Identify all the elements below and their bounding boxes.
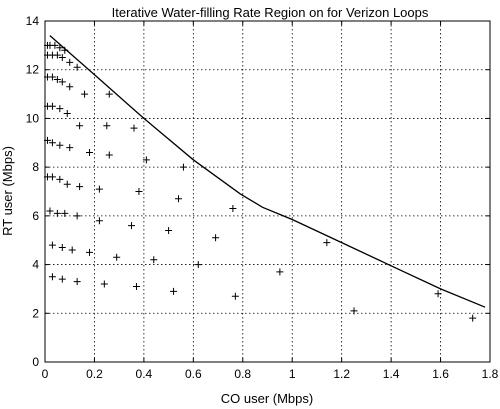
x-axis: 0 0.2 0.4 0.6 0.8 1 1.2 1.4 1.6 1.8 — [42, 21, 499, 381]
y-tick-label: 2 — [32, 306, 39, 320]
data-point-plus-marker — [434, 290, 442, 298]
x-tick-label: 1.4 — [383, 367, 400, 381]
data-point-plus-marker — [128, 222, 136, 230]
data-point-plus-marker — [469, 314, 477, 322]
x-tick-label: 0.2 — [86, 367, 103, 381]
x-tick-label: 1.2 — [333, 367, 350, 381]
data-point-plus-marker — [132, 282, 140, 290]
data-point-plus-marker — [212, 234, 220, 242]
data-point-plus-marker — [103, 122, 111, 130]
data-point-plus-marker — [48, 241, 56, 249]
x-tick-label: 1.6 — [432, 367, 449, 381]
y-tick-label: 14 — [26, 14, 40, 28]
data-point-plus-marker — [86, 248, 93, 256]
data-point-plus-marker — [229, 205, 237, 213]
data-point-plus-marker — [58, 78, 66, 86]
x-axis-title: CO user (Mbps) — [221, 391, 313, 406]
data-point-plus-marker — [63, 180, 71, 188]
y-tick-label: 4 — [32, 258, 39, 272]
data-point-plus-marker — [105, 90, 113, 98]
data-point-plus-marker — [73, 212, 81, 220]
data-point-plus-marker — [86, 149, 93, 157]
y-tick-label: 10 — [26, 111, 40, 125]
data-point-plus-marker — [76, 122, 84, 130]
y-axis-title: RT user (Mbps) — [0, 146, 15, 236]
data-point-plus-marker — [130, 124, 138, 132]
rate-region-boundary-line — [49, 35, 486, 308]
data-point-plus-marker — [276, 268, 284, 276]
data-point-plus-marker — [323, 239, 331, 247]
data-point-plus-marker — [105, 151, 113, 159]
y-tick-label: 0 — [32, 355, 39, 369]
data-point-plus-marker — [48, 273, 56, 281]
data-point-plus-marker — [66, 83, 74, 91]
data-point-plus-marker — [73, 278, 81, 286]
y-tick-label: 8 — [32, 160, 39, 174]
data-point-plus-marker — [350, 307, 358, 315]
data-point-plus-marker — [95, 185, 103, 193]
chart-title: Iterative Water-filling Rate Region on f… — [112, 5, 429, 20]
x-tick-label: 1.8 — [482, 367, 499, 381]
data-point-plus-marker — [48, 102, 56, 110]
data-point-plus-marker — [53, 209, 61, 217]
data-point-plus-marker — [56, 105, 64, 113]
y-axis: 0 2 4 6 8 10 12 14 — [26, 14, 490, 369]
data-point-plus-marker — [56, 44, 64, 52]
data-point-plus-marker — [51, 41, 59, 49]
data-point-plus-marker — [76, 183, 84, 191]
data-point-plus-marker — [66, 58, 74, 66]
data-point-plus-marker — [100, 280, 108, 288]
data-point-plus-marker — [150, 256, 158, 264]
x-tick-label: 0 — [42, 367, 49, 381]
data-point-plus-marker — [46, 207, 54, 215]
data-point-plus-marker — [142, 156, 150, 164]
data-point-plus-marker — [113, 253, 121, 261]
data-point-plus-marker — [61, 209, 69, 217]
data-point-plus-marker — [66, 144, 74, 152]
grid — [45, 21, 490, 362]
data-point-plus-marker — [48, 73, 56, 81]
data-point-plus-marker — [63, 110, 71, 118]
y-tick-label: 6 — [32, 209, 39, 223]
data-point-plus-marker — [231, 292, 239, 300]
x-tick-label: 0.6 — [185, 367, 202, 381]
x-tick-label: 1 — [289, 367, 296, 381]
data-point-plus-marker — [48, 173, 56, 181]
data-point-plus-marker — [95, 217, 103, 225]
data-point-plus-marker — [165, 226, 173, 234]
data-point-plus-marker — [43, 136, 51, 144]
scatter-series — [43, 41, 477, 322]
data-point-plus-marker — [175, 195, 182, 203]
data-point-plus-marker — [170, 287, 178, 295]
plot-frame — [44, 20, 491, 363]
x-tick-label: 0.4 — [136, 367, 153, 381]
data-point-plus-marker — [58, 244, 66, 252]
data-point-plus-marker — [73, 63, 81, 71]
data-point-plus-marker — [56, 175, 64, 183]
data-point-plus-marker — [68, 246, 76, 254]
data-point-plus-marker — [81, 90, 89, 98]
data-point-plus-marker — [194, 261, 202, 269]
data-point-plus-marker — [48, 139, 56, 147]
data-point-plus-marker — [53, 51, 61, 59]
data-point-plus-marker — [58, 275, 66, 283]
data-point-plus-marker — [56, 141, 64, 149]
y-tick-label: 12 — [26, 63, 40, 77]
data-point-plus-marker — [53, 75, 61, 83]
data-point-plus-marker — [135, 188, 143, 195]
data-point-plus-marker — [58, 54, 66, 62]
data-point-plus-marker — [179, 163, 187, 171]
x-tick-label: 0.8 — [234, 367, 251, 381]
